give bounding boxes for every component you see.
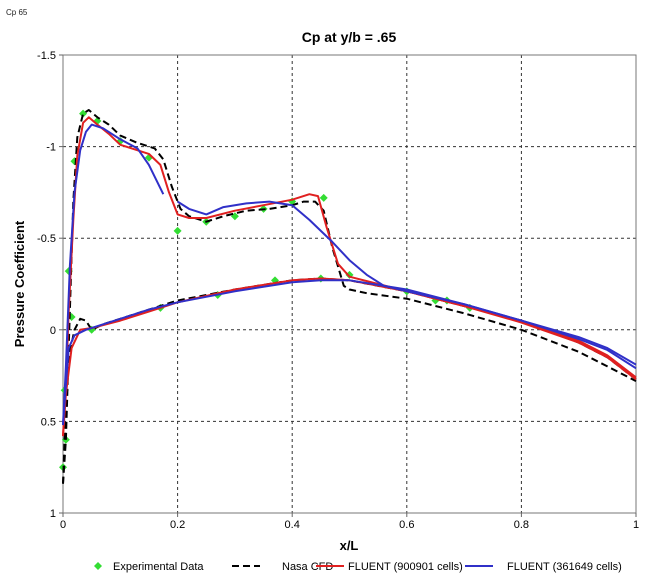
x-tick-label: 1 [633, 519, 639, 531]
legend-label-nasa-cfd: Nasa CFD [282, 561, 333, 573]
y-tick-label: -0.5 [37, 233, 56, 245]
fluent-361649-cells-line [62, 279, 637, 426]
y-axis-label: Pressure Coefficient [12, 220, 27, 347]
legend-label-experimental-data: Experimental Data [113, 561, 204, 573]
y-tick-label: 0 [50, 325, 56, 337]
legend-symbol-experimental-data [94, 562, 102, 570]
experimental-data-point [79, 109, 88, 118]
grid [63, 55, 636, 513]
window-caption: Cp 65 [6, 8, 28, 17]
x-tick-label: 0.8 [514, 519, 529, 531]
x-tick-labels: 0 0.2 0.4 0.6 0.8 1 [60, 513, 639, 531]
fluent-900901-cells-line [62, 277, 637, 437]
fluent-361649-cells-line [62, 123, 165, 426]
y-tick-label: 1 [50, 508, 56, 520]
y-tick-labels: -1.5 -1 -0.5 0 0.5 1 [37, 50, 63, 520]
y-tick-label: -1.5 [37, 50, 56, 62]
series-layer [59, 109, 637, 484]
y-tick-label: -1 [46, 142, 56, 154]
plot-frame [62, 54, 637, 514]
x-tick-label: 0 [60, 519, 66, 531]
legend-label-fluent-361649-cells: FLUENT (361649 cells) [507, 561, 622, 573]
x-tick-label: 0.2 [170, 519, 185, 531]
experimental-data-point [319, 193, 328, 202]
x-tick-label: 0.4 [285, 519, 300, 531]
experimental-data-point [173, 226, 182, 235]
y-tick-label: 0.5 [41, 416, 56, 428]
x-tick-label: 0.6 [399, 519, 414, 531]
legend-label-fluent-900901-cells: FLUENT (900901 cells) [348, 561, 463, 573]
nasa-cfd-line [62, 109, 637, 484]
chart-title: Cp at y/b = .65 [302, 29, 397, 45]
x-axis-label: x/L [340, 538, 359, 553]
legend: Experimental Data Nasa CFD FLUENT (900901 … [94, 561, 622, 573]
